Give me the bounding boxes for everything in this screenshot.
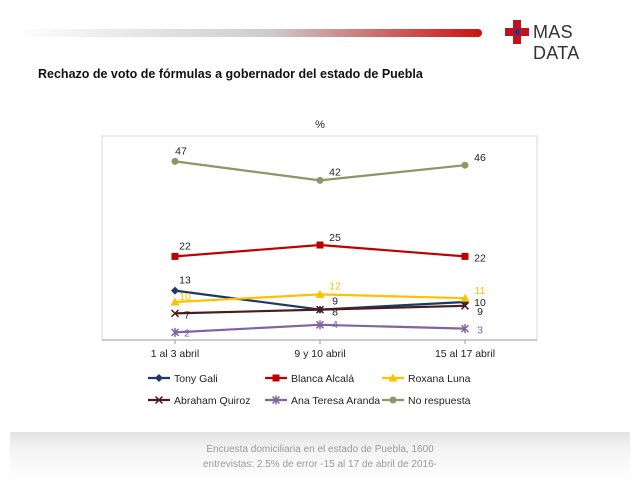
data-point	[460, 324, 470, 334]
legend-marker	[272, 374, 280, 382]
legend-label: Blanca Alcalá	[291, 373, 354, 385]
data-label: 9	[477, 306, 483, 318]
data-point	[170, 309, 180, 318]
data-point	[461, 161, 469, 169]
data-point	[315, 320, 325, 330]
data-label: 4	[332, 319, 338, 331]
data-point	[315, 289, 325, 298]
legend-marker	[155, 374, 163, 382]
data-label: 10	[474, 297, 486, 309]
data-point	[171, 252, 179, 260]
data-label: 11	[475, 285, 486, 297]
brand-logo: MAS DATA	[505, 18, 611, 63]
data-point	[460, 293, 470, 302]
data-point	[171, 157, 179, 165]
data-label: 12	[329, 280, 341, 292]
legend-marker	[388, 373, 398, 382]
footer-band: Encuesta domiciliaria en el estado de Pu…	[10, 432, 630, 480]
data-label: 42	[329, 166, 341, 178]
data-point	[315, 305, 325, 314]
legend-label: No respuesta	[408, 395, 471, 407]
data-label: 22	[474, 252, 486, 264]
footer-line-2: entrevistas: 2.5% de error -15 al 17 de …	[202, 459, 438, 470]
x-tick-label: 1 al 3 abril	[151, 348, 199, 360]
data-point	[170, 327, 180, 337]
legend-marker	[389, 396, 397, 404]
data-label: 10	[179, 291, 191, 303]
legend-marker	[271, 395, 281, 405]
data-label: 47	[175, 145, 187, 157]
legend-marker	[154, 395, 164, 405]
data-label: 3	[477, 325, 483, 337]
medical-cross-icon	[505, 20, 529, 44]
data-point	[461, 252, 469, 260]
data-point	[316, 241, 324, 249]
header-rule	[12, 29, 482, 37]
data-point	[460, 301, 470, 310]
x-tick-label: 9 y 10 abril	[294, 348, 345, 360]
slide-title: Rechazo de voto de fórmulas a gobernador…	[38, 67, 423, 81]
data-label: 2	[184, 327, 190, 339]
data-point	[171, 286, 179, 295]
data-label: 9	[332, 296, 338, 308]
data-label: 22	[179, 240, 191, 252]
x-tick-label: 15 al 17 abril	[435, 348, 495, 360]
header-bar	[0, 0, 640, 50]
legend-label: Tony Gali	[174, 373, 218, 385]
footer-line-1: Encuesta domiciliaria en el estado de Pu…	[206, 444, 434, 455]
data-label: 13	[179, 275, 191, 287]
data-point	[170, 297, 180, 306]
data-label: 46	[474, 152, 486, 164]
chart-title: %	[315, 119, 325, 131]
data-label: 25	[329, 232, 341, 244]
data-label: 8	[332, 307, 338, 319]
data-label: 7	[184, 309, 190, 321]
footer-note: Encuesta domiciliaria en el estado de Pu…	[10, 442, 630, 472]
legend-label: Roxana Luna	[408, 373, 471, 385]
data-point	[316, 176, 324, 184]
legend-label: Ana Teresa Aranda	[291, 395, 380, 407]
legend-label: Abraham Quiroz	[174, 395, 250, 407]
line-chart: % 1 al 3 abril 9 y 10 abril 15 al 17 abril 1…	[101, 119, 538, 407]
brand-name: MAS DATA	[533, 22, 580, 63]
